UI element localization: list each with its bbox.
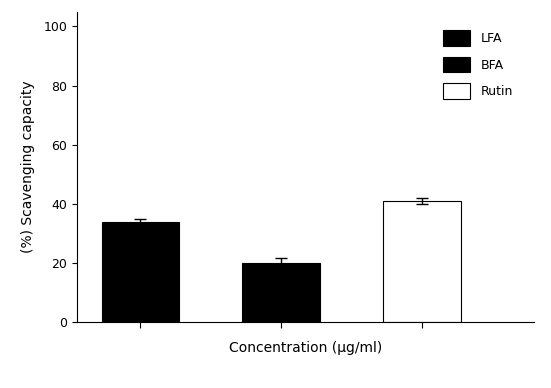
Y-axis label: (%) Scavenging capacity: (%) Scavenging capacity <box>21 81 35 253</box>
Bar <box>102 222 179 322</box>
Legend: LFA, BFA, Rutin: LFA, BFA, Rutin <box>437 24 519 105</box>
X-axis label: Concentration (µg/ml): Concentration (µg/ml) <box>229 341 382 355</box>
Bar <box>242 263 320 322</box>
Bar <box>383 201 461 322</box>
